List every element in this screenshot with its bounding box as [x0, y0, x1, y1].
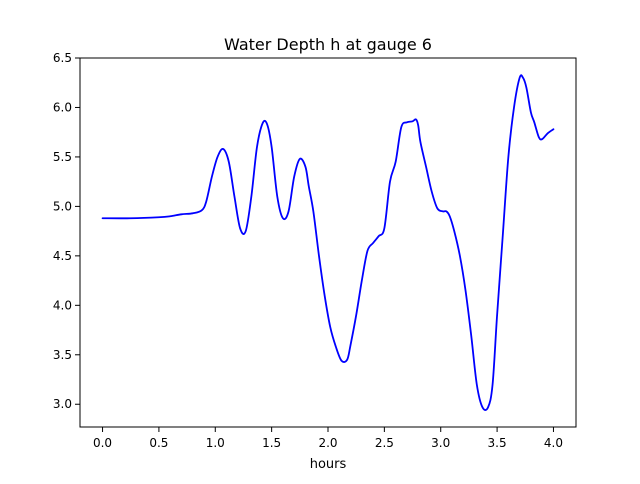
y-tick-label: 4.5 — [53, 249, 72, 263]
y-tick-label: 3.5 — [53, 348, 72, 362]
y-tick-label: 6.0 — [53, 100, 72, 114]
plot-area: 0.0 0.5 1.0 1.5 2.0 2.5 3.0 3.5 4.0 3.0 3.5 4.0 4.5 5… — [53, 51, 577, 450]
y-tick-label: 5.0 — [53, 199, 72, 213]
chart-title: Water Depth h at gauge 6 — [224, 35, 432, 54]
series-line — [101, 74, 555, 411]
x-tick-label: 1.0 — [206, 436, 225, 450]
x-axis-label: hours — [310, 457, 347, 472]
x-tick-label: 2.0 — [318, 436, 337, 450]
x-tick-label: 0.0 — [93, 436, 112, 450]
x-tick-label: 4.0 — [544, 436, 563, 450]
y-tick-label: 3.0 — [53, 397, 72, 411]
x-tick-label: 1.5 — [262, 436, 281, 450]
y-tick-label: 6.5 — [53, 51, 72, 65]
x-tick-label: 3.0 — [431, 436, 450, 450]
x-tick-label: 2.5 — [375, 436, 394, 450]
y-tick-label: 5.5 — [53, 150, 72, 164]
x-tick-label: 3.5 — [488, 436, 507, 450]
y-tick-label: 4.0 — [53, 298, 72, 312]
x-tick-label: 0.5 — [149, 436, 168, 450]
